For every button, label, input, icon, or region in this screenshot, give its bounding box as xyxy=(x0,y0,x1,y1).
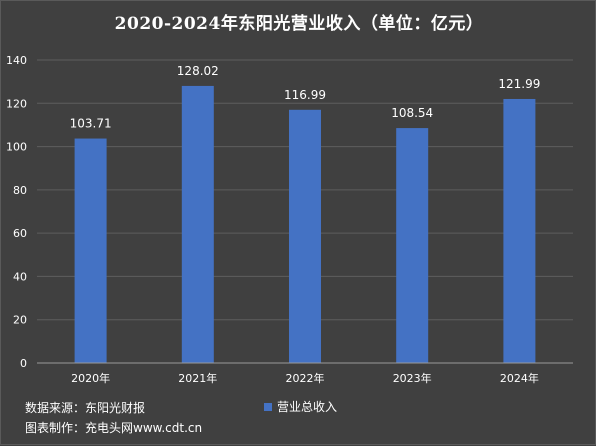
legend: 营业总收入 xyxy=(264,398,337,415)
y-tick-label: 80 xyxy=(13,184,27,197)
bar xyxy=(289,109,321,363)
chart-maker-text: 图表制作：充电头网www.cdt.cn xyxy=(25,421,203,435)
data-label: 128.02 xyxy=(177,64,219,78)
data-source-text: 数据来源：东阳光财报 xyxy=(25,401,146,415)
data-label: 121.99 xyxy=(498,77,540,91)
x-tick-label: 2023年 xyxy=(393,371,432,385)
x-tick-label: 2022年 xyxy=(286,371,325,385)
legend-label: 营业总收入 xyxy=(277,400,338,414)
chart-title: 2020-2024年东阳光营业收入（单位：亿元） xyxy=(114,14,484,34)
x-tick-label: 2020年 xyxy=(71,371,110,385)
bar xyxy=(503,98,536,363)
y-tick-label: 60 xyxy=(13,227,27,240)
y-tick-label: 120 xyxy=(6,97,27,110)
y-tick-label: 0 xyxy=(20,357,27,370)
bar xyxy=(74,138,107,363)
y-tick-label: 40 xyxy=(13,270,27,283)
x-tick-label: 2024年 xyxy=(500,371,539,385)
legend-swatch xyxy=(264,402,272,411)
bar xyxy=(396,128,429,363)
y-tick-label: 140 xyxy=(6,54,27,67)
data-label: 116.99 xyxy=(284,88,326,102)
bar xyxy=(181,85,214,363)
x-tick-label: 2021年 xyxy=(178,371,217,385)
y-tick-label: 20 xyxy=(13,314,27,327)
data-label: 108.54 xyxy=(391,106,433,120)
data-label: 103.71 xyxy=(70,117,112,131)
y-tick-label: 100 xyxy=(6,141,27,154)
